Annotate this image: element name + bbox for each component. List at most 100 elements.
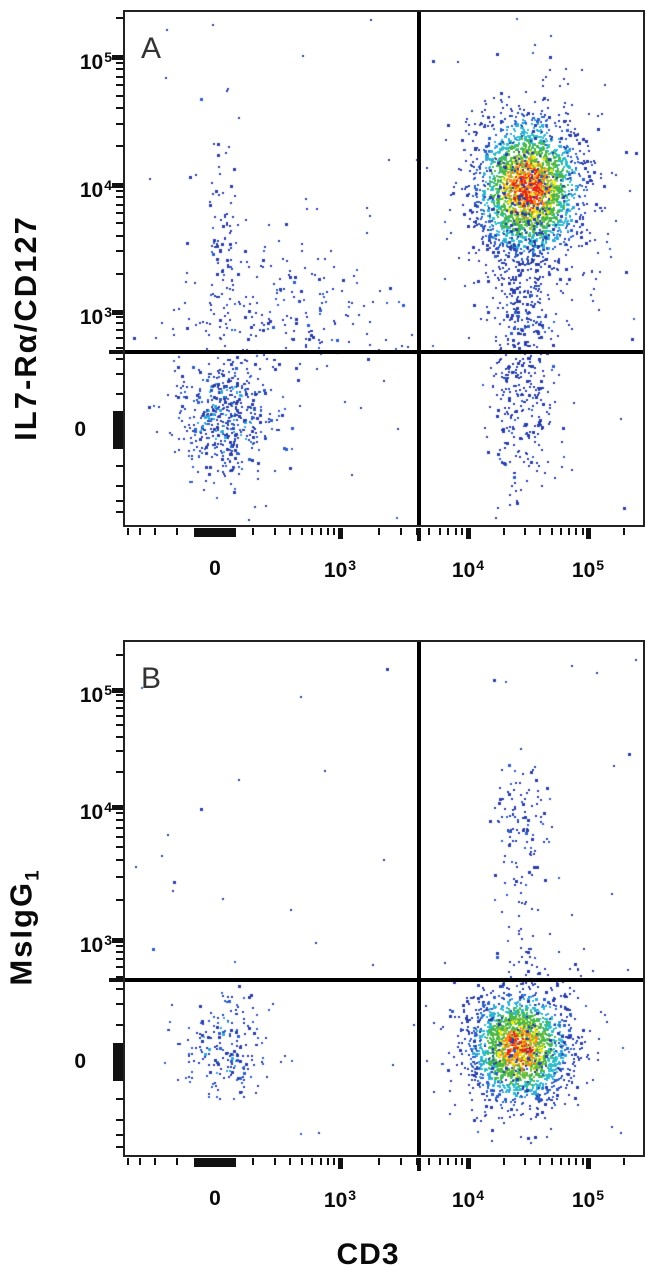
x-axis-tick — [326, 1158, 329, 1165]
y-axis-tick — [116, 250, 123, 253]
x-axis-tick — [400, 528, 403, 535]
y-axis-tick — [116, 653, 123, 656]
y-axis-tick — [116, 122, 123, 125]
y-axis-tick — [116, 1119, 123, 1122]
x-axis-tick — [550, 1158, 553, 1165]
panel-b-y-axis-title-subscript: 1 — [22, 870, 44, 881]
x-axis-tick — [126, 528, 129, 535]
x-axis-tick — [461, 1158, 464, 1165]
y-axis-tick — [116, 196, 123, 199]
y-axis-tick — [116, 329, 123, 332]
x-axis-gate-tick — [417, 1158, 422, 1171]
x-axis-tick — [176, 1158, 179, 1165]
y-axis-tick — [116, 818, 123, 821]
panel-a-plot-area: A — [123, 10, 645, 527]
panel-a-letter: A — [141, 32, 162, 65]
y-axis-tick — [116, 858, 123, 861]
y-tick-label: 103 — [79, 304, 112, 329]
x-axis-tick — [154, 528, 157, 535]
x-axis-tick — [319, 528, 322, 535]
x-axis-tick — [503, 528, 506, 535]
x-axis-tick — [438, 1158, 441, 1165]
x-axis-tick — [623, 528, 626, 535]
x-axis-tick — [311, 1158, 314, 1165]
y-axis-tick — [112, 804, 123, 810]
x-axis-tick — [575, 1158, 578, 1165]
x-axis-gate-tick — [417, 528, 422, 541]
x-axis-tick — [416, 528, 419, 535]
y-axis-tick — [116, 714, 123, 717]
y-tick-label: 0 — [74, 1050, 86, 1073]
y-axis-tick — [116, 145, 123, 148]
x-axis-tick — [585, 528, 591, 539]
panel-b-horizontal-gate-line — [125, 978, 643, 983]
y-axis-tick — [116, 322, 123, 325]
y-axis-tick — [116, 975, 123, 978]
y-axis-tick — [116, 950, 123, 953]
x-axis-tick — [311, 528, 314, 535]
y-axis-tick — [116, 94, 123, 97]
x-axis-title: CD3 — [336, 1238, 400, 1271]
x-axis-tick — [524, 528, 527, 535]
panel-b-letter: B — [141, 662, 162, 695]
x-axis-tick — [461, 528, 464, 535]
x-axis-tick — [438, 528, 441, 535]
y-axis-tick — [116, 316, 123, 319]
y-axis-tick — [116, 500, 123, 503]
y-tick-label: 105 — [79, 682, 112, 707]
y-axis-tick — [116, 694, 123, 697]
y-axis-tick — [116, 84, 123, 87]
y-tick-label: 104 — [79, 799, 112, 824]
x-axis-tick — [377, 1158, 380, 1165]
x-axis-tick — [333, 1158, 336, 1165]
y-axis-zero-tick-block — [113, 411, 123, 449]
x-axis-zero-tick-block — [194, 1158, 236, 1167]
x-tick-label: 0 — [209, 1187, 221, 1210]
y-tick-label: 103 — [79, 932, 112, 957]
y-axis-tick — [116, 17, 123, 20]
x-axis-tick — [251, 528, 254, 535]
panel-a-horizontal-gate-line — [125, 350, 643, 355]
y-axis-tick — [116, 1002, 123, 1005]
x-axis-tick — [289, 528, 292, 535]
x-tick-label: 104 — [451, 557, 485, 582]
y-axis-tick — [116, 212, 123, 215]
x-axis-tick — [273, 528, 276, 535]
x-axis-tick — [428, 1158, 431, 1165]
y-axis-tick — [116, 957, 123, 960]
x-axis-tick — [400, 1158, 403, 1165]
y-axis-tick — [116, 1134, 123, 1137]
x-axis-tick — [539, 528, 542, 535]
x-axis-zero-tick-block — [194, 528, 236, 537]
y-axis-tick — [112, 937, 123, 943]
panel-b-vertical-gate-line — [417, 642, 422, 1155]
y-axis-tick — [116, 735, 123, 738]
y-axis-tick — [116, 189, 123, 192]
y-axis-tick — [116, 272, 123, 275]
y-axis-tick — [116, 203, 123, 206]
x-axis-tick — [550, 528, 553, 535]
x-axis-tick — [447, 528, 450, 535]
y-axis-tick — [116, 346, 123, 349]
y-axis-tick — [116, 1146, 123, 1149]
x-axis-tick — [428, 528, 431, 535]
x-axis-tick — [575, 528, 578, 535]
x-axis-tick — [447, 1158, 450, 1165]
y-tick-label: 105 — [79, 49, 112, 74]
x-axis-tick — [319, 1158, 322, 1165]
y-axis-tick — [116, 1097, 123, 1100]
y-axis-tick — [116, 511, 123, 514]
y-axis-tick — [116, 464, 123, 467]
x-axis-tick — [568, 1158, 571, 1165]
x-axis-tick — [176, 528, 179, 535]
y-tick-label: 104 — [79, 177, 112, 202]
x-axis-tick — [154, 1158, 157, 1165]
x-axis-tick — [465, 1158, 471, 1169]
x-axis-tick — [581, 528, 584, 535]
x-tick-label: 105 — [571, 557, 605, 582]
panel-a-scatter-canvas — [123, 10, 645, 527]
panel-a-y-axis-title: IL7-Rα/CD127 — [8, 215, 43, 441]
y-axis-tick — [116, 393, 123, 396]
x-tick-label: 104 — [451, 1187, 485, 1212]
